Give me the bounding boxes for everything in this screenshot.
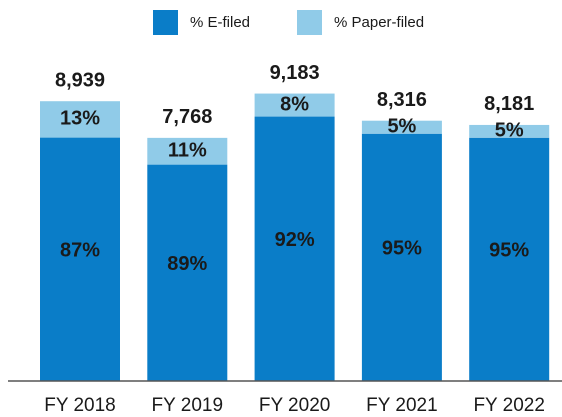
x-tick-label: FY 2021 — [366, 395, 437, 416]
x-tick-label: FY 2020 — [259, 395, 330, 416]
bar-segment — [147, 137, 228, 165]
x-tick-label: FY 2022 — [473, 395, 544, 416]
segment-label: 95% — [382, 238, 422, 260]
segment-label: 92% — [275, 229, 315, 251]
total-label: 8,939 — [55, 69, 105, 91]
total-label: 8,316 — [377, 89, 427, 111]
segment-label: 5% — [387, 115, 416, 137]
segment-label: 8% — [280, 93, 309, 115]
x-tick-label: FY 2019 — [152, 395, 223, 416]
x-tick-label: FY 2018 — [44, 395, 115, 416]
total-label: 7,768 — [162, 106, 212, 128]
segment-label: 95% — [489, 240, 529, 262]
legend-swatch — [153, 10, 178, 35]
total-label: 9,183 — [270, 62, 320, 84]
segment-label: 87% — [60, 240, 100, 262]
segment-label: 11% — [168, 140, 207, 162]
bar-segment — [40, 101, 120, 138]
bar-segment — [361, 133, 442, 381]
legend-swatch — [297, 10, 322, 35]
segment-label: 13% — [60, 108, 100, 130]
bar-segment — [147, 164, 228, 381]
bar-segment — [469, 137, 550, 381]
segment-label: 89% — [167, 253, 207, 275]
bar-segment — [254, 116, 335, 381]
bar-segment — [361, 120, 442, 134]
bar-segment — [469, 124, 550, 138]
bar-segment — [254, 93, 335, 117]
bar-segment — [40, 137, 120, 381]
segment-label: 5% — [495, 120, 524, 142]
legend-label: % E-filed — [190, 14, 250, 31]
legend-label: % Paper-filed — [334, 14, 424, 31]
total-label: 8,181 — [484, 93, 534, 115]
